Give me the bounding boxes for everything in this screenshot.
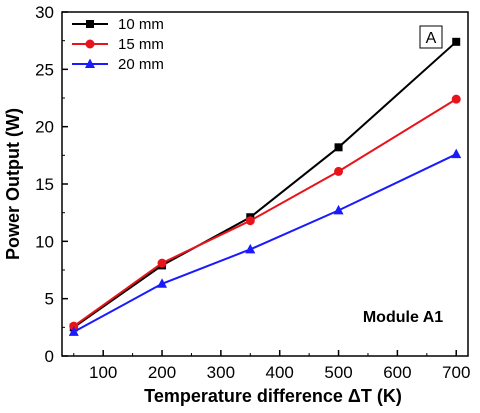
legend-label: 15 mm	[118, 36, 164, 53]
series-2	[68, 148, 462, 336]
data-point	[157, 278, 168, 288]
y-tick-label: 0	[45, 347, 54, 366]
x-tick-label: 700	[442, 363, 470, 382]
y-tick-label: 15	[35, 175, 54, 194]
data-point	[334, 143, 343, 152]
y-tick-label: 30	[35, 3, 54, 22]
y-tick-label: 25	[35, 60, 54, 79]
series-layer	[68, 37, 462, 336]
y-tick-label: 5	[45, 290, 54, 309]
data-point	[333, 204, 344, 215]
panel-label-box	[419, 25, 443, 49]
x-axis-title: Temperature difference ΔT (K)	[144, 386, 402, 406]
legend-marker	[85, 39, 95, 49]
data-point	[334, 166, 344, 176]
data-point	[451, 94, 461, 104]
panel-label: A	[426, 30, 437, 47]
series-line	[73, 153, 457, 333]
series-line	[73, 98, 457, 328]
data-point	[68, 326, 79, 336]
x-tick-label: 600	[383, 363, 411, 382]
y-tick-label: 20	[35, 118, 54, 137]
plot-area-frame	[61, 11, 469, 357]
y-tick-label: 10	[35, 232, 54, 251]
x-tick-label: 300	[207, 363, 235, 382]
legend: 10 mm 15 mm 20 mm	[72, 16, 164, 73]
x-tick-label: 100	[89, 363, 117, 382]
data-point	[245, 216, 255, 226]
legend-label: 10 mm	[118, 16, 164, 33]
data-point	[452, 37, 461, 46]
legend-entry: 20 mm	[72, 56, 164, 73]
legend-marker	[85, 58, 95, 68]
x-tick-label: 200	[148, 363, 176, 382]
series-1	[69, 94, 461, 331]
y-axis-title: Power Output (W)	[3, 108, 23, 260]
x-tick-label: 500	[324, 363, 352, 382]
module-annotation: Module A1	[363, 309, 443, 326]
data-point	[451, 148, 462, 159]
legend-label: 20 mm	[118, 56, 164, 73]
x-axis-ticks: 100 200 300 400 500 600 700	[73, 350, 470, 382]
legend-entry: 10 mm	[72, 16, 164, 33]
data-point	[245, 243, 256, 254]
legend-marker	[86, 20, 94, 28]
legend-entry: 15 mm	[72, 36, 164, 53]
data-point	[157, 258, 167, 268]
y-axis-ticks: 0 5 10 15 20 25 30	[35, 3, 68, 366]
x-tick-label: 400	[266, 363, 294, 382]
data-point	[69, 321, 79, 331]
